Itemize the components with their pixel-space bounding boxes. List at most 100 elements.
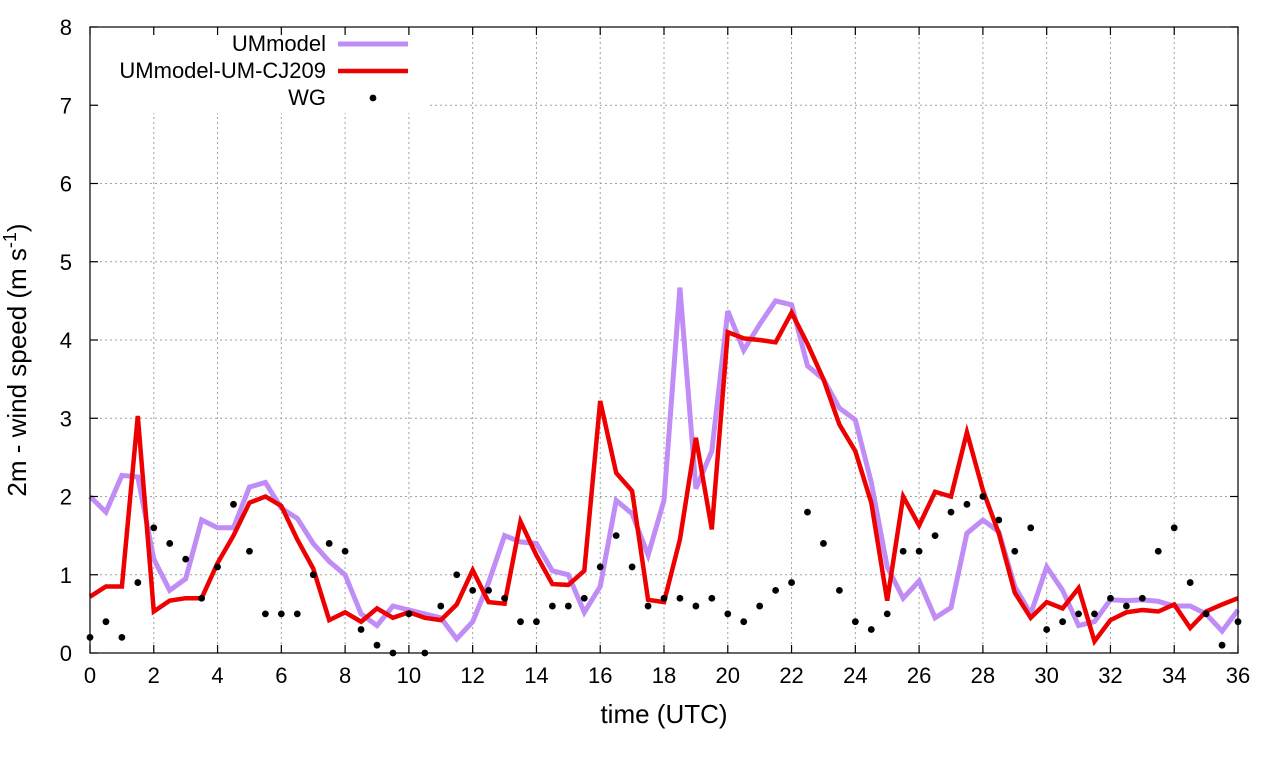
data-point-wg — [1202, 610, 1210, 618]
y-axis-label: 2m - wind speed (m s-1) — [0, 223, 32, 496]
data-point-wg — [947, 508, 955, 516]
data-point-wg — [1107, 594, 1114, 602]
data-point-wg — [596, 563, 604, 571]
data-point-wg — [660, 594, 668, 602]
x-tick-label: 10 — [397, 663, 421, 688]
data-point-wg — [899, 547, 907, 555]
data-point-wg — [963, 500, 971, 508]
data-point-wg — [1122, 602, 1130, 610]
data-point-wg — [676, 594, 684, 602]
x-tick-label: 24 — [843, 663, 867, 688]
y-tick-label: 6 — [60, 172, 72, 197]
data-point-wg — [341, 547, 349, 555]
y-tick-label: 0 — [60, 641, 72, 666]
data-point-wg — [915, 547, 923, 555]
data-point-wg — [1075, 610, 1082, 618]
data-point-wg — [102, 618, 110, 626]
data-point-wg — [1011, 547, 1019, 555]
data-point-wg — [1043, 626, 1051, 633]
grid-lines — [90, 27, 1238, 653]
data-point-wg — [485, 587, 493, 594]
data-point-wg — [995, 516, 1003, 524]
x-tick-label: 22 — [779, 663, 803, 688]
axis-labels: time (UTC) 2m - wind speed (m s-1) — [0, 223, 728, 729]
data-point-wg — [756, 602, 764, 610]
data-point-wg — [501, 594, 508, 602]
y-tick-label: 1 — [60, 563, 72, 588]
legend-label-ummodel: UMmodel — [232, 31, 326, 56]
data-point-wg — [772, 587, 780, 594]
x-tick-label: 12 — [460, 663, 484, 688]
x-tick-label: 16 — [588, 663, 612, 688]
y-tick-label: 3 — [60, 406, 72, 431]
data-point-wg — [788, 579, 795, 586]
data-point-wg — [851, 618, 859, 626]
x-tick-label: 6 — [275, 663, 287, 688]
data-point-wg — [150, 524, 158, 532]
data-point-wg — [820, 540, 827, 547]
x-axis-label: time (UTC) — [600, 699, 727, 729]
data-point-wg — [277, 610, 285, 618]
x-tick-label: 20 — [716, 663, 740, 688]
data-point-wg — [1091, 610, 1098, 618]
data-point-wg — [979, 493, 987, 500]
data-point-wg — [437, 602, 445, 610]
legend-label-ummodel-um-cj209: UMmodel-UM-CJ209 — [119, 58, 326, 83]
x-tick-label: 8 — [339, 663, 351, 688]
axes: 0 2 4 6 8 10 12 14 16 18 20 22 24 26 28 30 32 34 360123456… — [60, 15, 1250, 688]
data-point-wg — [1138, 594, 1146, 602]
data-point-wg — [246, 547, 253, 555]
data-point-wg — [453, 571, 461, 579]
x-tick-label: 18 — [652, 663, 676, 688]
series-line-ummodel-um-cj209 — [88, 307, 1239, 647]
data-point-wg — [373, 641, 381, 649]
data-point-wg — [612, 532, 620, 540]
y-axis-label-main: 2m - wind speed (m s — [2, 248, 32, 497]
data-point-wg — [883, 610, 891, 618]
y-tick-label: 7 — [60, 93, 72, 118]
x-tick-label: 14 — [524, 663, 548, 688]
x-tick-label: 2 — [148, 663, 160, 688]
data-point-wg — [708, 594, 716, 602]
data-point-wg — [1154, 547, 1162, 555]
x-tick-label: 28 — [971, 663, 995, 688]
data-point-wg — [931, 532, 939, 540]
y-tick-label: 5 — [60, 250, 72, 275]
data-point-wg — [580, 594, 588, 602]
x-tick-label: 4 — [211, 663, 223, 688]
data-point-wg — [182, 555, 190, 563]
y-axis-label-superscript: -1 — [0, 232, 20, 248]
data-point-wg — [1170, 524, 1178, 532]
data-point-wg — [628, 563, 636, 571]
y-tick-label: 2 — [60, 485, 72, 510]
legend-swatch-wg — [369, 94, 377, 102]
data-point-wg — [357, 626, 365, 633]
data-point-wg — [804, 508, 811, 516]
x-tick-label: 26 — [907, 663, 931, 688]
y-tick-label: 4 — [60, 328, 72, 353]
data-point-wg — [740, 618, 748, 626]
y-axis-label-close: ) — [2, 223, 32, 232]
data-point-wg — [548, 602, 556, 610]
legend-label-wg: WG — [288, 85, 326, 110]
data-point-wg — [533, 618, 540, 626]
data-point-wg — [405, 610, 413, 618]
x-tick-label: 34 — [1162, 663, 1186, 688]
data-point-wg — [1218, 641, 1226, 649]
data-point-wg — [564, 602, 572, 610]
data-point-wg — [309, 571, 317, 579]
y-tick-label: 8 — [60, 15, 72, 40]
x-tick-label: 0 — [84, 663, 96, 688]
data-point-wg — [1059, 618, 1067, 626]
data-point-wg — [835, 587, 843, 594]
x-tick-label: 30 — [1034, 663, 1058, 688]
data-point-wg — [118, 633, 126, 641]
data-point-wg — [724, 610, 732, 618]
data-point-wg — [293, 610, 301, 618]
data-point-wg — [261, 610, 269, 618]
data-point-wg — [644, 602, 652, 610]
data-point-wg — [166, 540, 174, 547]
data-point-wg — [692, 602, 700, 610]
